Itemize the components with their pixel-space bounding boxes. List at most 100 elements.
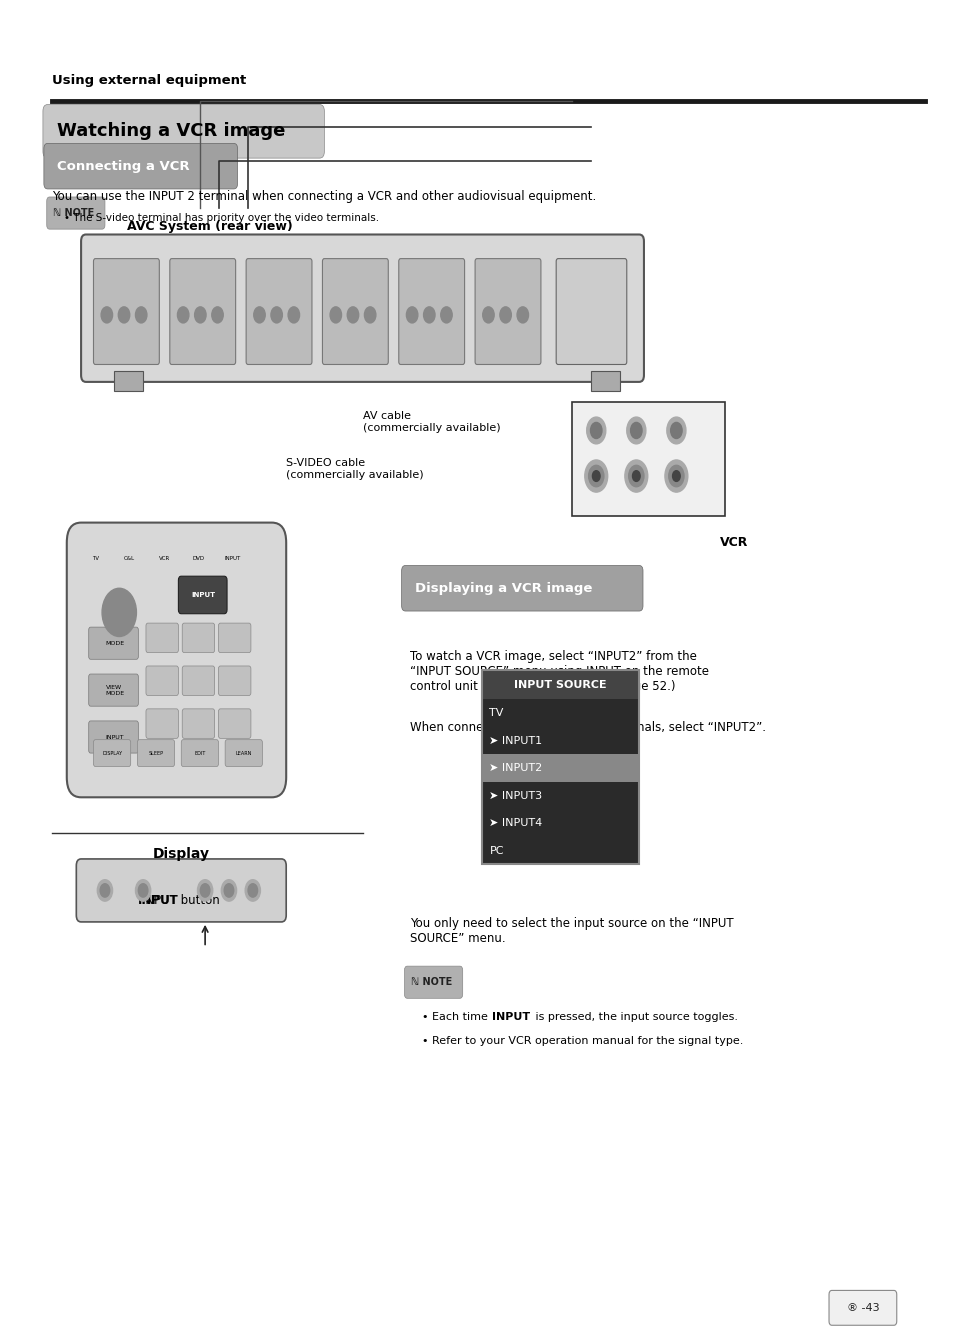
Text: EDIT: EDIT bbox=[194, 750, 205, 756]
Circle shape bbox=[592, 470, 599, 481]
FancyBboxPatch shape bbox=[47, 197, 105, 229]
Text: INPUT: INPUT bbox=[138, 894, 178, 907]
Text: You can use the INPUT 2 terminal when connecting a VCR and other audiovisual equ: You can use the INPUT 2 terminal when co… bbox=[52, 190, 596, 204]
Text: VCR: VCR bbox=[158, 556, 170, 561]
Circle shape bbox=[271, 307, 282, 323]
Text: VIEW
MODE: VIEW MODE bbox=[105, 685, 124, 695]
Circle shape bbox=[102, 588, 136, 636]
Text: Connecting a VCR: Connecting a VCR bbox=[57, 159, 190, 173]
Text: DISPLAY: DISPLAY bbox=[102, 750, 122, 756]
Circle shape bbox=[245, 880, 260, 902]
Circle shape bbox=[482, 307, 494, 323]
Circle shape bbox=[200, 884, 210, 898]
Circle shape bbox=[212, 307, 223, 323]
Bar bbox=[481, 754, 639, 783]
Circle shape bbox=[588, 465, 603, 486]
Circle shape bbox=[440, 307, 452, 323]
FancyBboxPatch shape bbox=[828, 1290, 896, 1325]
Bar bbox=[481, 670, 639, 864]
Text: S-VIDEO cable
(commercially available): S-VIDEO cable (commercially available) bbox=[286, 458, 423, 480]
FancyBboxPatch shape bbox=[218, 666, 251, 695]
FancyBboxPatch shape bbox=[44, 143, 237, 189]
FancyBboxPatch shape bbox=[475, 259, 540, 364]
Text: When connecting to the INPUT 2 terminals, select “INPUT2”.: When connecting to the INPUT 2 terminals… bbox=[410, 721, 765, 734]
Circle shape bbox=[670, 422, 681, 438]
Text: ® -43: ® -43 bbox=[846, 1302, 879, 1313]
Text: LEARN: LEARN bbox=[235, 750, 252, 756]
Circle shape bbox=[100, 884, 110, 898]
Circle shape bbox=[624, 460, 647, 492]
Bar bbox=[481, 670, 639, 699]
Text: VCR: VCR bbox=[720, 536, 748, 549]
Bar bbox=[572, 402, 724, 516]
Circle shape bbox=[138, 884, 148, 898]
Text: Watching a VCR image: Watching a VCR image bbox=[57, 122, 285, 141]
Circle shape bbox=[630, 422, 641, 438]
FancyBboxPatch shape bbox=[182, 623, 214, 653]
FancyBboxPatch shape bbox=[89, 627, 138, 659]
Circle shape bbox=[517, 307, 528, 323]
Text: INPUT: INPUT bbox=[105, 734, 124, 740]
Circle shape bbox=[194, 307, 206, 323]
Text: POWER: POWER bbox=[109, 610, 130, 615]
FancyBboxPatch shape bbox=[89, 674, 138, 706]
Text: TV: TV bbox=[91, 556, 99, 561]
Circle shape bbox=[423, 307, 435, 323]
Bar bbox=[481, 726, 639, 754]
FancyBboxPatch shape bbox=[322, 259, 388, 364]
Circle shape bbox=[197, 880, 213, 902]
FancyBboxPatch shape bbox=[146, 666, 178, 695]
Bar bbox=[591, 371, 619, 391]
FancyBboxPatch shape bbox=[178, 576, 227, 614]
Circle shape bbox=[118, 307, 130, 323]
Circle shape bbox=[347, 307, 358, 323]
Text: ➤ INPUT3: ➤ INPUT3 bbox=[489, 791, 542, 800]
Circle shape bbox=[406, 307, 417, 323]
Circle shape bbox=[499, 307, 511, 323]
Circle shape bbox=[586, 417, 605, 444]
Circle shape bbox=[672, 470, 679, 481]
Text: • The S-video terminal has priority over the video terminals.: • The S-video terminal has priority over… bbox=[64, 213, 378, 222]
FancyBboxPatch shape bbox=[170, 259, 235, 364]
Text: You only need to select the input source on the “INPUT
SOURCE” menu.: You only need to select the input source… bbox=[410, 917, 733, 945]
FancyBboxPatch shape bbox=[218, 709, 251, 738]
Circle shape bbox=[97, 880, 112, 902]
FancyBboxPatch shape bbox=[401, 565, 642, 611]
Text: AV cable
(commercially available): AV cable (commercially available) bbox=[362, 411, 499, 433]
Circle shape bbox=[221, 880, 236, 902]
Text: INPUT: INPUT bbox=[492, 1012, 530, 1021]
Text: INPUT SOURCE: INPUT SOURCE bbox=[514, 679, 606, 690]
FancyBboxPatch shape bbox=[225, 740, 262, 766]
Text: is pressed, the input source toggles.: is pressed, the input source toggles. bbox=[532, 1012, 738, 1021]
Circle shape bbox=[632, 470, 639, 481]
FancyBboxPatch shape bbox=[556, 259, 626, 364]
FancyBboxPatch shape bbox=[246, 259, 312, 364]
FancyBboxPatch shape bbox=[182, 666, 214, 695]
FancyBboxPatch shape bbox=[137, 740, 174, 766]
Text: TV: TV bbox=[489, 709, 503, 718]
Text: PC: PC bbox=[489, 846, 503, 855]
Text: ➤ INPUT2: ➤ INPUT2 bbox=[489, 764, 542, 773]
FancyBboxPatch shape bbox=[81, 234, 643, 382]
FancyBboxPatch shape bbox=[146, 623, 178, 653]
FancyBboxPatch shape bbox=[67, 523, 286, 797]
FancyBboxPatch shape bbox=[182, 709, 214, 738]
FancyBboxPatch shape bbox=[89, 721, 138, 753]
Text: SLEEP: SLEEP bbox=[149, 750, 163, 756]
Text: Using external equipment: Using external equipment bbox=[52, 74, 247, 87]
FancyBboxPatch shape bbox=[218, 623, 251, 653]
Bar bbox=[481, 836, 639, 864]
Text: INPUT: INPUT bbox=[224, 556, 241, 561]
Bar bbox=[114, 371, 143, 391]
Circle shape bbox=[101, 307, 112, 323]
FancyBboxPatch shape bbox=[93, 740, 131, 766]
Circle shape bbox=[668, 465, 683, 486]
Text: • Refer to your VCR operation manual for the signal type.: • Refer to your VCR operation manual for… bbox=[421, 1036, 742, 1045]
Text: Displaying a VCR image: Displaying a VCR image bbox=[415, 582, 592, 595]
FancyBboxPatch shape bbox=[181, 740, 218, 766]
Circle shape bbox=[364, 307, 375, 323]
Text: ℕ NOTE: ℕ NOTE bbox=[411, 977, 452, 988]
Bar bbox=[481, 699, 639, 728]
Bar bbox=[481, 783, 639, 809]
Text: • Each time: • Each time bbox=[421, 1012, 491, 1021]
